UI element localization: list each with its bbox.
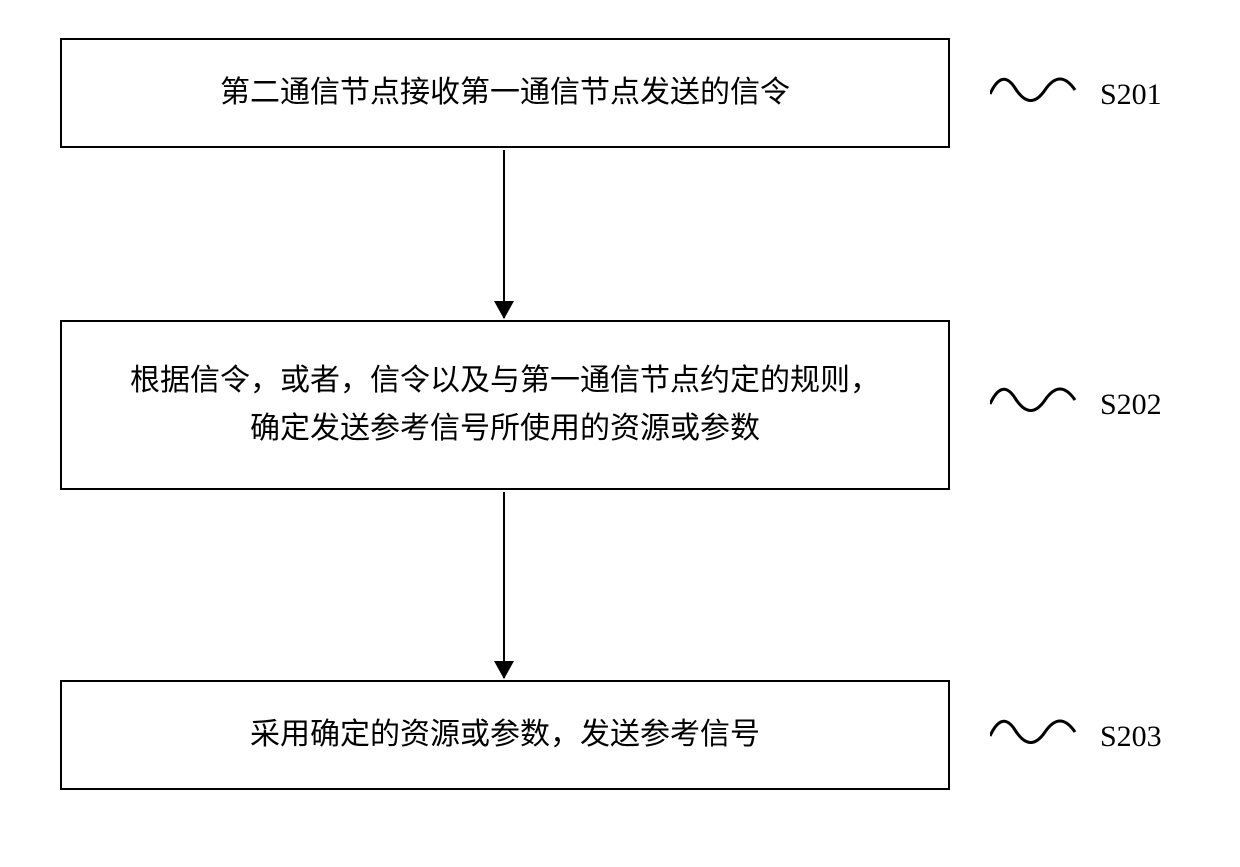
flowchart-container: 第二通信节点接收第一通信节点发送的信令 S201 根据信令，或者，信令以及与第一… (0, 0, 1240, 867)
step-label-s201: S201 (1100, 78, 1162, 112)
squiggle-path (990, 79, 1075, 101)
squiggle-connector-s201 (990, 72, 1085, 117)
arrow-s201-to-s202 (503, 150, 505, 318)
squiggle-connector-s203 (990, 714, 1085, 759)
squiggle-path (990, 389, 1075, 411)
step-label-s203: S203 (1100, 720, 1162, 754)
step-text-s201: 第二通信节点接收第一通信节点发送的信令 (220, 69, 790, 117)
squiggle-connector-s202 (990, 382, 1085, 427)
step-box-s202: 根据信令，或者，信令以及与第一通信节点约定的规则， 确定发送参考信号所使用的资源… (60, 320, 950, 490)
step-box-s201: 第二通信节点接收第一通信节点发送的信令 (60, 38, 950, 148)
step-box-s203: 采用确定的资源或参数，发送参考信号 (60, 680, 950, 790)
arrow-s202-to-s203 (503, 492, 505, 678)
step-text-s203: 采用确定的资源或参数，发送参考信号 (250, 711, 760, 759)
step-text-s202: 根据信令，或者，信令以及与第一通信节点约定的规则， 确定发送参考信号所使用的资源… (130, 357, 880, 453)
squiggle-path (990, 721, 1075, 743)
step-label-s202: S202 (1100, 388, 1162, 422)
